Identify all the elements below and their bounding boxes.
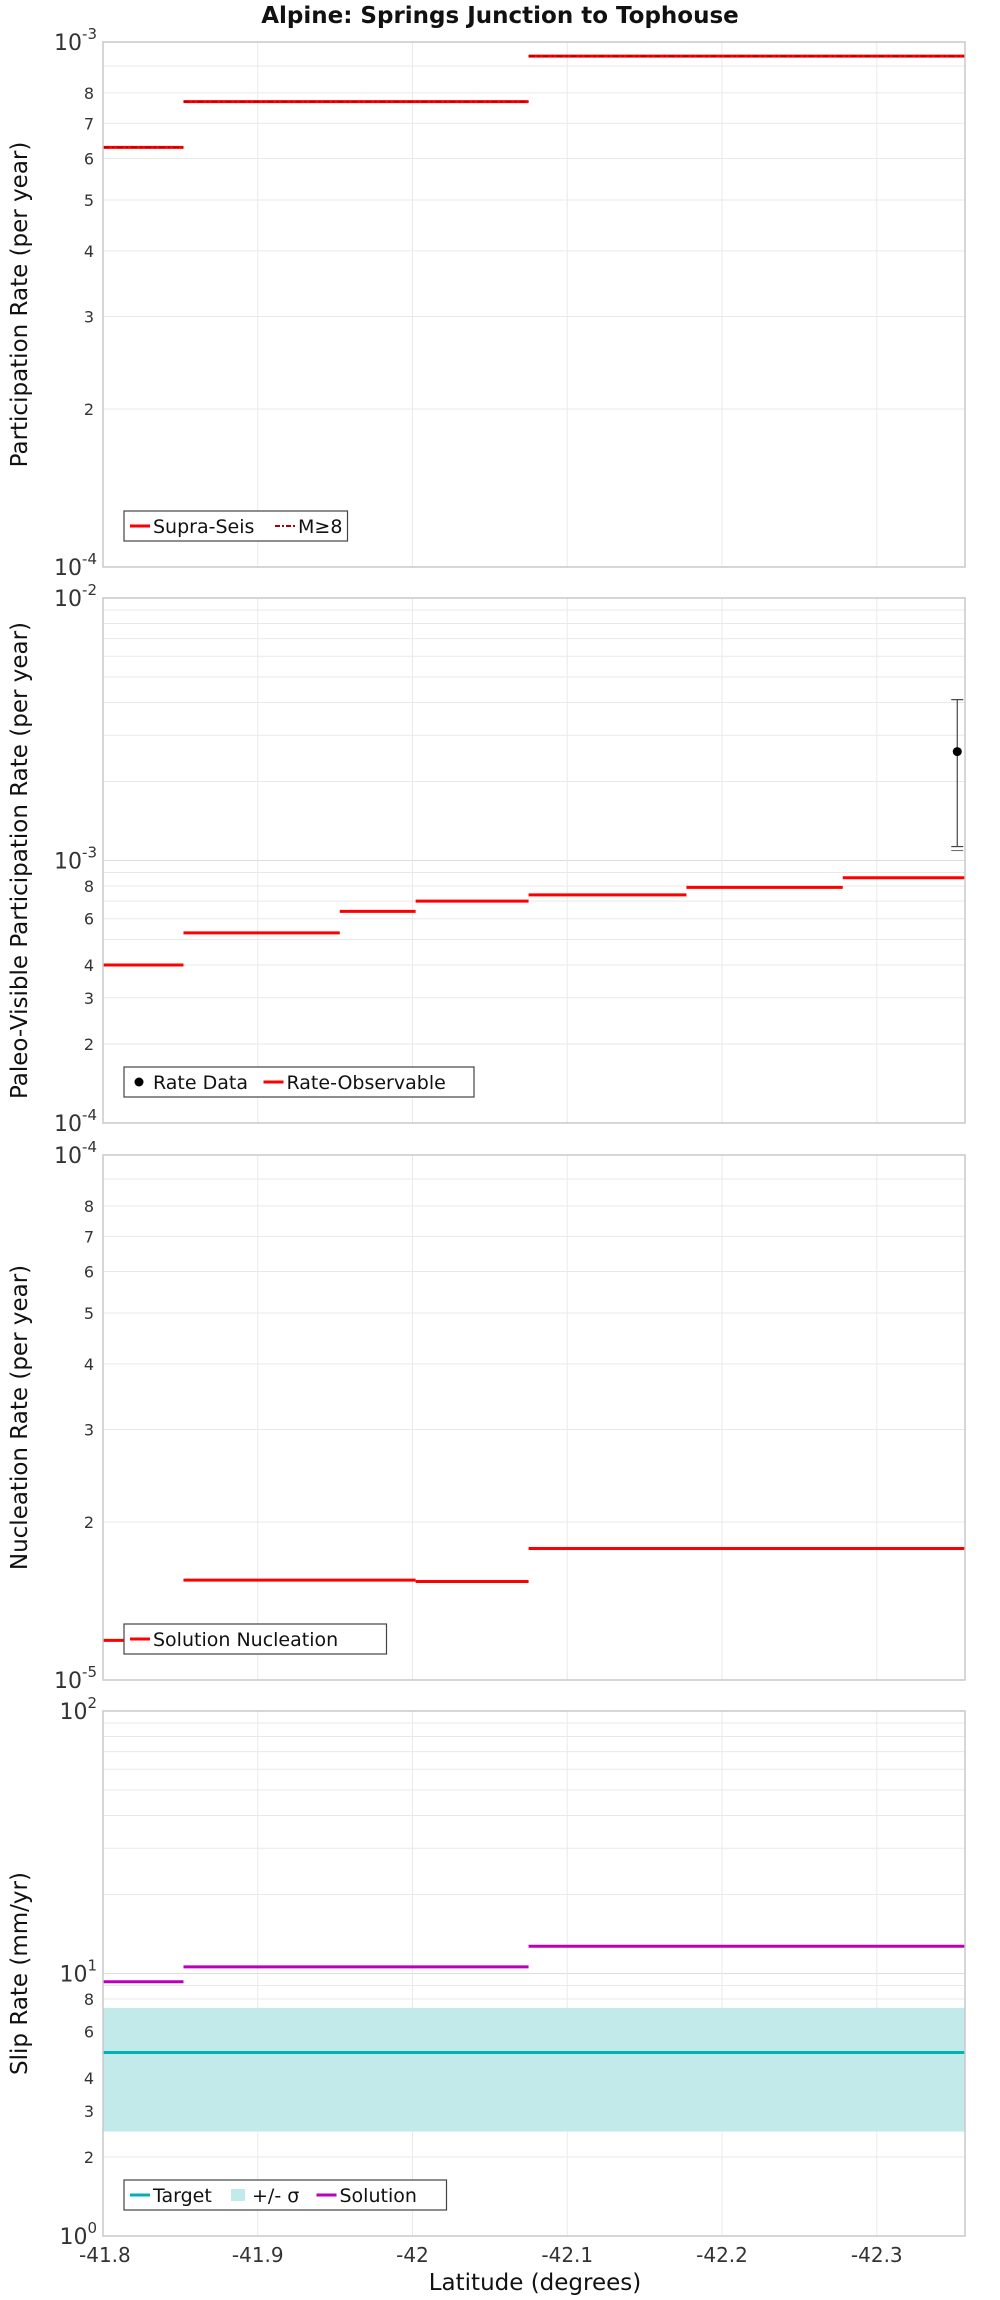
legend-label: +/- σ [252, 2185, 299, 2207]
y-axis-label: Slip Rate (mm/yr) [7, 1872, 33, 2075]
y-minor-tick-label: 6 [84, 2023, 94, 2042]
legend-marker-sigma [231, 2189, 245, 2201]
y-minor-tick-label: 2 [84, 1513, 94, 1532]
x-tick-label: -42.2 [696, 2243, 748, 2267]
y-minor-tick-label: 2 [84, 2148, 94, 2167]
y-minor-tick-label: 3 [84, 308, 94, 327]
y-minor-tick-label: 8 [84, 877, 94, 896]
legend-box [123, 510, 349, 542]
y-major-tick-label: 10-4 [54, 1106, 97, 1137]
chart-panel-2: 10-4 10-3 10-2 2 3 4 6 8 Paleo-Visible Participa… [7, 581, 966, 1137]
figure-title: Alpine: Springs Junction to Tophouse [261, 3, 739, 29]
y-minor-tick-label: 5 [84, 191, 94, 210]
plot-frame [102, 41, 966, 568]
y-axis-label: Paleo-Visible Participation Rate (per ye… [7, 622, 33, 1099]
rate-data-point [952, 747, 962, 757]
y-major-tick-label: 10-3 [54, 844, 97, 875]
y-major-tick-label: 10-2 [54, 581, 97, 612]
x-tick-label: -42.3 [851, 2243, 903, 2267]
plot-frame [102, 1710, 966, 2237]
sigma-band [103, 2007, 965, 2132]
plot-frame [102, 597, 966, 1124]
y-minor-tick-label: 5 [84, 1304, 94, 1323]
y-minor-tick-label: 3 [84, 989, 94, 1008]
y-minor-tick-label: 4 [84, 2069, 94, 2088]
legend-label: Rate Data [153, 1072, 248, 1094]
x-tick-label: -42 [396, 2243, 429, 2267]
y-major-tick-label: 102 [59, 1694, 97, 1725]
y-minor-tick-label: 2 [84, 400, 94, 419]
x-tick-label: -41.8 [79, 2243, 131, 2267]
legend: Rate Data Rate-Observable [123, 1066, 475, 1098]
y-minor-tick-label: 6 [84, 910, 94, 929]
y-major-tick-label: 10-3 [54, 25, 97, 56]
legend: Supra-Seis M≥8 [123, 510, 349, 542]
y-major-tick-label: 10-4 [54, 550, 97, 581]
legend-label: Target [152, 2185, 212, 2207]
y-minor-tick-label: 3 [84, 1421, 94, 1440]
legend: Solution Nucleation [123, 1623, 388, 1655]
legend-box [123, 2179, 448, 2211]
y-minor-tick-label: 7 [84, 1227, 94, 1246]
y-axis-label: Participation Rate (per year) [7, 142, 33, 468]
chart-panel-4: 100 101 102 2 3 4 6 8 Slip Rate (mm/yr) Target +/-… [7, 1694, 966, 2267]
y-minor-tick-label: 6 [84, 1262, 94, 1281]
x-axis-label: Latitude (degrees) [429, 2270, 642, 2296]
legend-marker-rate-data [134, 1077, 144, 1087]
y-minor-tick-label: 4 [84, 956, 94, 975]
x-tick-label: -41.9 [232, 2243, 284, 2267]
chart-panel-1: 10-4 10-3 2 3 4 5 6 7 8 Participation Rate (per y… [7, 25, 966, 581]
y-minor-tick-label: 6 [84, 149, 94, 168]
legend-label: Solution [340, 2185, 417, 2207]
x-tick-label: -42.1 [541, 2243, 593, 2267]
legend: Target +/- σ Solution [123, 2179, 448, 2211]
y-minor-tick-label: 4 [84, 242, 94, 261]
y-axis-label: Nucleation Rate (per year) [7, 1265, 33, 1570]
plot-frame [102, 1154, 966, 1681]
y-minor-tick-label: 8 [84, 1990, 94, 2009]
y-minor-tick-label: 7 [84, 114, 94, 133]
legend-box [123, 1066, 475, 1098]
legend-label: Rate-Observable [287, 1072, 446, 1094]
y-minor-tick-label: 2 [84, 1035, 94, 1054]
y-major-tick-label: 101 [59, 1957, 97, 1988]
y-minor-tick-label: 8 [84, 84, 94, 103]
y-major-tick-label: 100 [59, 2219, 97, 2250]
legend-label: M≥8 [298, 516, 342, 538]
chart-panel-3: 10-5 10-4 2 3 4 5 6 7 8 Nucleation Rate (per year… [7, 1138, 966, 1694]
y-minor-tick-label: 8 [84, 1197, 94, 1216]
legend-box [123, 1623, 388, 1655]
y-minor-tick-label: 4 [84, 1355, 94, 1374]
y-major-tick-label: 10-5 [54, 1663, 97, 1694]
y-major-tick-label: 10-4 [54, 1138, 97, 1169]
legend-label: Solution Nucleation [153, 1629, 338, 1651]
y-minor-tick-label: 3 [84, 2102, 94, 2121]
legend-label: Supra-Seis [153, 516, 254, 538]
